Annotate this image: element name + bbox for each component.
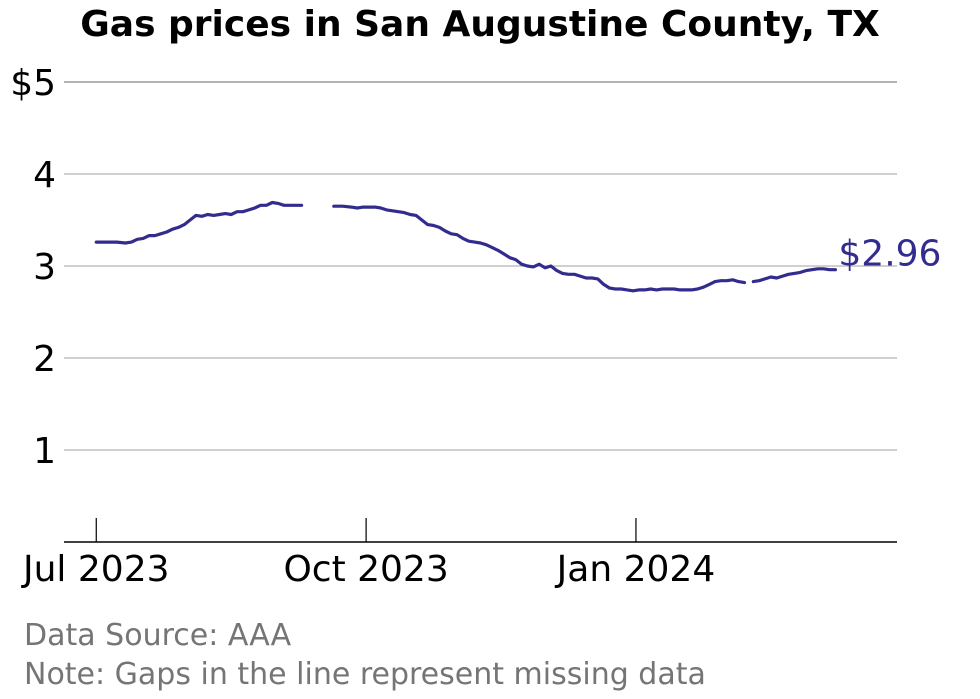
y-axis-ticks: $5 4 3 2 1 <box>10 63 56 472</box>
gridlines <box>64 81 897 451</box>
y-tick-label: 3 <box>33 247 56 288</box>
data-source-note: Data Source: AAA <box>24 618 292 653</box>
chart-title: Gas prices in San Augustine County, TX <box>80 4 880 45</box>
last-value-label: $2.96 <box>838 234 941 275</box>
y-tick-label: 2 <box>33 339 56 380</box>
y-tick-label: 1 <box>33 431 56 472</box>
price-line-segment <box>94 200 304 245</box>
price-series <box>94 200 837 293</box>
y-tick-label: 4 <box>33 155 56 196</box>
x-tick-label: Jan 2024 <box>555 549 716 590</box>
x-axis-ticks: Jul 2023 Oct 2023 Jan 2024 <box>21 518 715 590</box>
x-tick-label: Oct 2023 <box>283 549 448 590</box>
price-line-segment <box>332 204 747 293</box>
y-tick-label: $5 <box>10 63 56 104</box>
price-line-segment <box>751 267 837 284</box>
missing-data-note: Note: Gaps in the line represent missing… <box>24 657 706 692</box>
x-tick-label: Jul 2023 <box>21 549 170 590</box>
